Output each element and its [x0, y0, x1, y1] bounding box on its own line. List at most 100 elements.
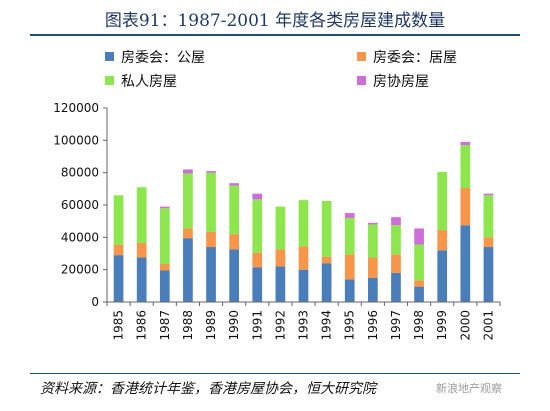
- x-tick-label: 1994: [320, 310, 334, 341]
- bar-segment: [252, 193, 263, 200]
- bar-segment: [206, 231, 216, 248]
- bar-segment: [483, 193, 494, 196]
- bar-segment: [321, 263, 332, 302]
- bar-segment: [183, 228, 193, 239]
- y-tick-label: 100000: [53, 133, 99, 147]
- bar-segment: [275, 266, 286, 302]
- bar-segment: [159, 208, 170, 264]
- bar-segment: [206, 247, 216, 302]
- bar-segment: [275, 206, 286, 250]
- bar-segment: [229, 185, 239, 235]
- bar-segment: [414, 280, 424, 287]
- bar-segment: [229, 234, 239, 250]
- bar-segment: [460, 225, 471, 302]
- y-tick-label: 40000: [61, 230, 99, 244]
- legend-swatch: [105, 76, 114, 85]
- bar-segment: [391, 225, 401, 255]
- bar-segment: [460, 145, 471, 189]
- bar-segment: [344, 254, 355, 280]
- bar-segment: [414, 286, 424, 302]
- y-tick-label: 80000: [61, 166, 99, 180]
- bar-segment: [298, 246, 309, 270]
- bar-segment: [298, 200, 309, 247]
- bar-segment: [159, 264, 170, 271]
- y-tick-label: 120000: [53, 101, 99, 115]
- bar-segment: [252, 252, 263, 268]
- source-note: 资料来源：香港统计年鉴，香港房屋协会，恒大研究院: [40, 381, 376, 397]
- bar-segment: [159, 270, 170, 302]
- bar-segment: [159, 206, 170, 209]
- chart-title: 图表91：1987-2001 年度各类房屋建成数量: [104, 11, 446, 31]
- bar-segment: [275, 249, 286, 267]
- bars-layer: [113, 141, 494, 302]
- bar-segment: [229, 249, 239, 302]
- x-tick-label: 1986: [135, 310, 149, 341]
- bar-segment: [183, 173, 193, 229]
- bar-segment: [368, 222, 378, 225]
- legend-label: 房协房屋: [373, 74, 429, 90]
- bar-segment: [206, 172, 216, 232]
- bar-segment: [136, 187, 147, 243]
- bar-segment: [368, 224, 378, 258]
- legend-swatch: [105, 52, 114, 61]
- bar-segment: [414, 244, 424, 281]
- bar-segment: [113, 244, 124, 256]
- axes: 0 20000 40000 60000 80000 100000 120000 1985 198…: [53, 101, 501, 341]
- x-tick-label: 2000: [458, 310, 472, 341]
- bar-segment: [391, 254, 401, 273]
- x-tick-label: 1999: [435, 310, 449, 341]
- x-tick-label: 1997: [389, 310, 403, 341]
- bar-segment: [437, 250, 448, 302]
- y-tick-label: 0: [91, 295, 99, 309]
- bar-segment: [113, 195, 124, 245]
- x-tick-label: 1995: [343, 310, 357, 341]
- bar-segment: [483, 247, 494, 302]
- y-tick-label: 60000: [61, 198, 99, 212]
- bar-segment: [252, 199, 263, 253]
- bar-segment: [483, 237, 494, 248]
- x-tick-label: 1992: [273, 310, 287, 341]
- bar-segment: [414, 228, 424, 245]
- x-tick-label: 1989: [204, 310, 218, 341]
- x-tick-label: 1985: [112, 310, 126, 341]
- x-tick-label: 1996: [366, 310, 380, 341]
- bar-segment: [368, 257, 378, 278]
- bar-segment: [460, 141, 471, 146]
- legend-swatch: [357, 52, 366, 61]
- bar-segment: [321, 256, 332, 264]
- bar-segment: [136, 257, 147, 302]
- legend-label: 私人房屋: [121, 74, 177, 90]
- legend-label: 房委会：公屋: [121, 50, 205, 66]
- legend-label: 房委会：居屋: [373, 50, 457, 66]
- footer-divider: [30, 373, 520, 374]
- bar-segment: [460, 188, 471, 226]
- title-divider: [30, 34, 520, 36]
- x-tick-label: 1991: [250, 310, 264, 341]
- bar-segment: [206, 171, 216, 173]
- watermark: 新浪地产观察: [436, 382, 502, 395]
- bar-segment: [344, 279, 355, 302]
- x-tick-label: 1998: [412, 310, 426, 341]
- bar-segment: [344, 213, 355, 218]
- bar-segment: [321, 200, 332, 257]
- x-tick-label: 1990: [227, 310, 241, 341]
- bar-segment: [183, 169, 193, 174]
- y-tick-label: 20000: [61, 263, 99, 277]
- bar-segment: [483, 195, 494, 238]
- x-tick-label: 1993: [297, 310, 311, 341]
- x-tick-label: 1988: [181, 310, 195, 341]
- bar-segment: [391, 217, 401, 226]
- bar-segment: [183, 238, 193, 302]
- bar-segment: [252, 267, 263, 302]
- legend-swatch: [357, 76, 366, 85]
- bar-segment: [113, 255, 124, 302]
- x-tick-label: 1987: [158, 310, 172, 341]
- bar-segment: [391, 272, 401, 302]
- bar-segment: [229, 183, 239, 186]
- bar-segment: [298, 269, 309, 302]
- bar-segment: [136, 242, 147, 258]
- x-tick-label: 2001: [481, 310, 495, 341]
- bar-segment: [437, 230, 448, 251]
